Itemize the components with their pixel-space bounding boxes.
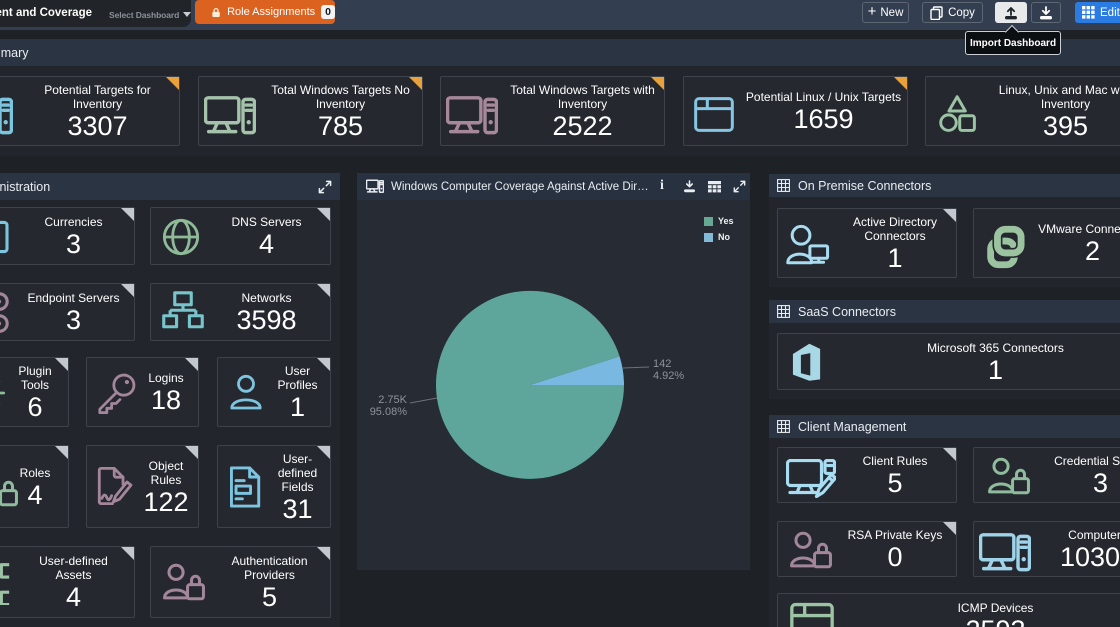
svg-text:2.75K: 2.75K bbox=[378, 394, 407, 406]
svg-text:4.92%: 4.92% bbox=[653, 370, 684, 382]
svg-text:142: 142 bbox=[653, 358, 671, 370]
svg-text:95.08%: 95.08% bbox=[370, 406, 408, 418]
